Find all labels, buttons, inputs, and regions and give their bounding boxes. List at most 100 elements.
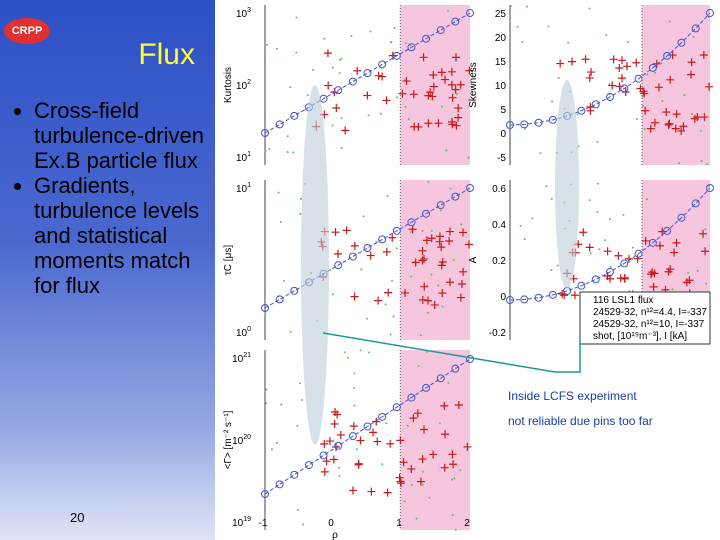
green-dot <box>299 382 302 385</box>
cross-marker <box>603 247 612 256</box>
cross-marker <box>437 261 446 270</box>
green-dot <box>340 147 343 150</box>
cross-marker <box>463 442 472 451</box>
tick-base: 10 <box>236 81 248 92</box>
green-dot <box>393 27 396 30</box>
green-dot <box>509 4 512 7</box>
green-dot <box>280 403 283 406</box>
cross-marker <box>646 124 655 133</box>
highlight <box>555 80 579 290</box>
cross-marker <box>437 243 446 252</box>
model-line <box>264 358 471 495</box>
model-marker <box>422 209 431 218</box>
model-marker <box>304 461 313 470</box>
model-marker <box>319 451 328 460</box>
annotation: not reliable due pins too far <box>508 414 653 428</box>
green-dot <box>368 351 371 354</box>
green-dot <box>598 248 601 251</box>
figure: 103102101Kurtosis2520151050-5Skewness101… <box>223 4 714 540</box>
green-dot <box>359 349 362 352</box>
cross-marker <box>647 270 656 279</box>
cross-marker <box>687 70 696 79</box>
green-dot <box>421 229 424 232</box>
annotation: Inside LCFS experiment <box>508 389 637 403</box>
green-dot <box>692 35 695 38</box>
cross-marker <box>677 126 686 135</box>
model-marker <box>520 120 529 129</box>
cross-marker <box>568 57 577 66</box>
green-dot <box>340 117 343 120</box>
cross-marker <box>447 67 456 76</box>
y-tick-label: 0 <box>500 292 506 303</box>
green-dot <box>323 37 326 40</box>
green-dot <box>456 93 459 96</box>
green-dot <box>636 117 639 120</box>
green-dot <box>421 483 424 486</box>
green-dot <box>668 20 671 23</box>
model-marker <box>407 218 416 227</box>
cross-marker <box>386 439 395 448</box>
green-dot <box>276 47 279 50</box>
cross-marker <box>699 51 708 60</box>
y-tick-label: 102 <box>236 79 251 92</box>
cross-marker <box>420 282 429 291</box>
green-dot <box>386 195 389 198</box>
green-dot <box>557 77 560 80</box>
model-marker <box>534 293 543 302</box>
sidebar: CRPP Flux Cross-field turbulence-driven … <box>0 0 215 540</box>
cross-marker <box>668 51 677 60</box>
cross-marker <box>457 279 466 288</box>
cross-marker <box>672 238 681 247</box>
green-dot <box>631 289 634 292</box>
y-axis-label: Kurtosis <box>223 67 234 103</box>
green-dot <box>336 103 339 106</box>
y-tick-label: 15 <box>495 57 507 68</box>
cross-marker <box>623 62 631 71</box>
model-marker <box>422 383 431 392</box>
page-number: 20 <box>70 510 85 525</box>
model-marker <box>422 34 431 43</box>
green-dot <box>678 162 681 165</box>
green-dot <box>449 187 452 190</box>
green-dot <box>266 43 269 46</box>
green-dot <box>531 217 534 220</box>
green-dot <box>406 424 409 427</box>
arrow <box>322 332 581 373</box>
green-dot <box>381 463 384 466</box>
green-dot <box>340 57 343 60</box>
x-tick-label: 1 <box>396 518 402 529</box>
green-dot <box>362 215 365 218</box>
cross-marker <box>699 229 708 238</box>
model-marker <box>691 199 700 208</box>
green-dot <box>407 118 410 121</box>
cross-marker <box>342 226 351 235</box>
cross-marker <box>411 258 420 267</box>
cross-marker <box>701 247 710 256</box>
slide-title: Flux <box>138 38 195 71</box>
cross-marker <box>705 82 714 91</box>
green-dot <box>265 402 268 405</box>
cross-marker <box>459 228 468 237</box>
cross-marker <box>353 66 362 75</box>
shaded-region <box>400 180 470 340</box>
cross-marker <box>419 53 428 62</box>
green-dot <box>551 100 554 103</box>
cross-marker <box>398 89 407 98</box>
green-dot <box>295 51 298 54</box>
model-marker <box>451 17 460 26</box>
green-dot <box>521 40 524 43</box>
model-marker <box>591 275 600 284</box>
cross-marker <box>407 464 416 473</box>
green-dot <box>596 182 599 185</box>
cross-marker <box>672 110 681 119</box>
green-dot <box>576 113 579 116</box>
cross-marker <box>454 104 463 113</box>
cross-marker <box>426 88 435 97</box>
green-dot <box>306 94 309 97</box>
green-dot <box>338 466 341 469</box>
green-dot <box>270 448 273 451</box>
tick-exponent: 19 <box>243 516 251 523</box>
cross-marker <box>330 419 339 428</box>
tick-base: 10 <box>236 184 248 195</box>
y-tick-label: 0.4 <box>492 220 506 231</box>
